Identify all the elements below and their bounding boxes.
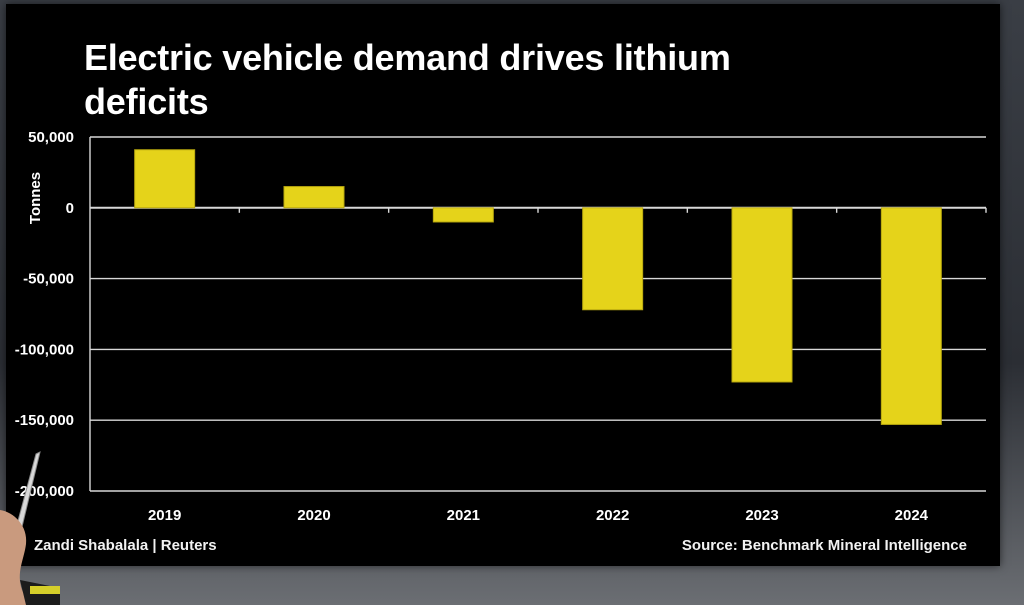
bars	[134, 149, 942, 425]
byline: Zandi Shabalala | Reuters	[34, 537, 217, 554]
x-tick-labels: 2019 2020 2021 2022 2023 2024	[148, 507, 929, 524]
y-tick-label: 0	[66, 200, 74, 217]
bar-2021	[432, 207, 494, 223]
y-tick-label: -100,000	[15, 341, 74, 358]
x-tick-label: 2021	[447, 507, 480, 524]
y-tick-label: 50,000	[28, 129, 74, 146]
bar-2020	[283, 186, 345, 209]
bar-2019	[134, 149, 196, 209]
y-axis-label: Tonnes	[27, 172, 44, 224]
chart-title: Electric vehicle demand drives lithium d…	[84, 37, 731, 122]
x-tick-label: 2019	[148, 507, 181, 524]
y-tick-label: -150,000	[15, 412, 74, 429]
bar-2022	[582, 207, 644, 311]
bar-2023	[731, 207, 793, 383]
x-tick-label: 2023	[745, 507, 778, 524]
bar-2024	[880, 207, 942, 425]
x-tick-label: 2020	[297, 507, 330, 524]
x-tick-label: 2022	[596, 507, 629, 524]
grid-lines	[89, 136, 987, 492]
y-tick-label: -50,000	[23, 271, 74, 288]
x-tick-label: 2024	[895, 507, 929, 524]
pen-in-hand	[0, 451, 60, 605]
presentation-screen	[6, 4, 1000, 566]
source-credit: Source: Benchmark Mineral Intelligence	[681, 537, 967, 554]
